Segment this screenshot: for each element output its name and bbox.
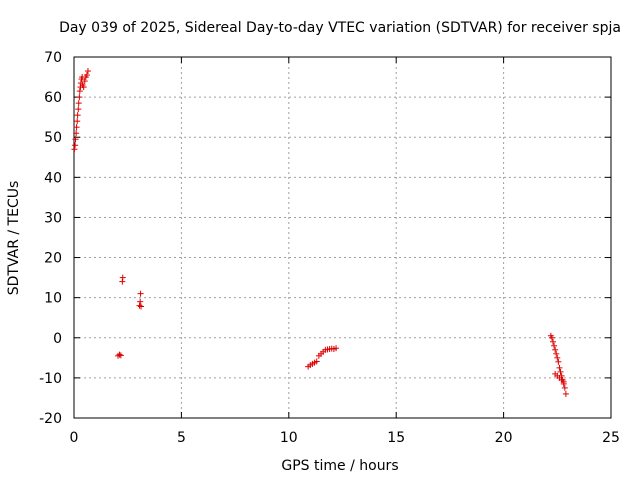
data-point — [72, 136, 79, 143]
y-tick-label: 40 — [44, 170, 62, 186]
data-points — [71, 68, 569, 397]
data-point — [556, 364, 563, 371]
data-point — [76, 94, 83, 101]
x-tick-label: 5 — [177, 430, 186, 446]
y-tick-label: 20 — [44, 251, 62, 267]
data-point — [562, 390, 569, 397]
y-tick-label: -20 — [39, 411, 62, 427]
data-point — [75, 100, 82, 107]
data-point — [136, 302, 143, 309]
y-tick-label: 10 — [44, 291, 62, 307]
data-point — [551, 342, 558, 349]
data-point — [117, 352, 124, 359]
data-point — [554, 354, 561, 361]
x-tick-label: 10 — [280, 430, 298, 446]
plot-frame — [73, 56, 612, 419]
data-point — [80, 84, 87, 91]
data-point — [555, 358, 562, 365]
data-point — [137, 290, 144, 297]
x-tick-label: 0 — [70, 430, 79, 446]
y-tick-label: -10 — [39, 371, 62, 387]
data-point — [313, 358, 320, 365]
y-tick-label: 70 — [44, 50, 62, 66]
data-point — [137, 298, 144, 305]
data-point — [557, 368, 564, 375]
data-point — [552, 346, 559, 353]
x-axis-label: GPS time / hours — [281, 458, 398, 474]
axis-ticks: 0 5 10 15 20 25 -20 -10 0 10 20 30 40 50 60 70 — [39, 50, 620, 446]
data-point — [560, 378, 567, 385]
data-point — [553, 350, 560, 357]
data-point — [76, 88, 83, 95]
data-point — [75, 106, 82, 113]
grid — [74, 57, 611, 418]
data-point — [71, 146, 78, 153]
x-tick-label: 25 — [602, 430, 620, 446]
data-point — [550, 338, 557, 345]
data-point — [84, 68, 91, 75]
data-point — [73, 124, 80, 131]
y-tick-label: 60 — [44, 90, 62, 106]
y-tick-label: 50 — [44, 130, 62, 146]
data-point — [72, 142, 79, 149]
data-point — [74, 118, 81, 125]
data-point — [561, 384, 568, 391]
data-point — [73, 130, 80, 137]
data-point — [548, 334, 555, 341]
x-tick-label: 15 — [387, 430, 405, 446]
x-tick-label: 20 — [495, 430, 513, 446]
chart-title: Day 039 of 2025, Sidereal Day-to-day VTE… — [59, 20, 621, 36]
y-tick-label: 30 — [44, 210, 62, 226]
data-point — [81, 78, 88, 85]
data-point — [74, 112, 81, 119]
data-point — [333, 345, 340, 352]
data-point — [138, 303, 145, 310]
data-point — [116, 351, 123, 358]
data-point — [83, 72, 90, 79]
y-tick-label: 0 — [53, 331, 62, 347]
y-axis-label: SDTVAR / TECUs — [6, 181, 22, 296]
data-point — [119, 274, 126, 281]
